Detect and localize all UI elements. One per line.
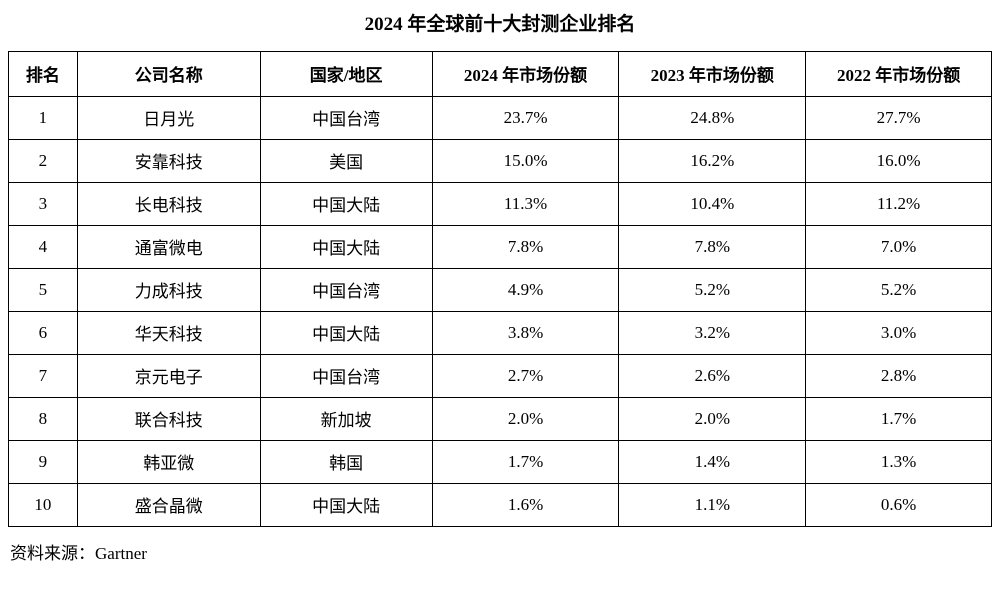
cell-share-2023: 1.4% bbox=[618, 439, 807, 484]
table-row: 3 长电科技 中国大陆 11.3% 10.4% 11.2% bbox=[8, 181, 992, 226]
table-row: 2 安靠科技 美国 15.0% 16.2% 16.0% bbox=[8, 138, 992, 183]
table-row: 4 通富微电 中国大陆 7.8% 7.8% 7.0% bbox=[8, 224, 992, 269]
table-row: 1 日月光 中国台湾 23.7% 24.8% 27.7% bbox=[8, 95, 992, 140]
cell-share-2024: 3.8% bbox=[431, 310, 620, 355]
cell-share-2022: 0.6% bbox=[805, 482, 992, 527]
cell-region: 美国 bbox=[259, 138, 433, 183]
cell-share-2024: 11.3% bbox=[431, 181, 620, 226]
cell-share-2022: 11.2% bbox=[805, 181, 992, 226]
cell-share-2023: 16.2% bbox=[618, 138, 807, 183]
cell-region: 中国台湾 bbox=[259, 95, 433, 140]
cell-rank: 3 bbox=[8, 181, 78, 226]
cell-share-2023: 1.1% bbox=[618, 482, 807, 527]
table-row: 8 联合科技 新加坡 2.0% 2.0% 1.7% bbox=[8, 396, 992, 441]
cell-share-2023: 7.8% bbox=[618, 224, 807, 269]
cell-share-2022: 7.0% bbox=[805, 224, 992, 269]
source-note: 资料来源：Gartner bbox=[10, 543, 147, 563]
header-cell-company: 公司名称 bbox=[76, 50, 261, 97]
cell-region: 新加坡 bbox=[259, 396, 433, 441]
cell-share-2024: 7.8% bbox=[431, 224, 620, 269]
cell-share-2022: 5.2% bbox=[805, 267, 992, 312]
cell-share-2023: 2.0% bbox=[618, 396, 807, 441]
header-cell-share-2024: 2024 年市场份额 bbox=[431, 50, 620, 97]
cell-share-2023: 2.6% bbox=[618, 353, 807, 398]
header-cell-share-2022: 2022 年市场份额 bbox=[805, 50, 992, 97]
cell-rank: 2 bbox=[8, 138, 78, 183]
ranking-table: 排名 公司名称 国家/地区 2024 年市场份额 2023 年市场份额 2022… bbox=[8, 50, 992, 527]
cell-share-2022: 2.8% bbox=[805, 353, 992, 398]
cell-region: 中国大陆 bbox=[259, 181, 433, 226]
table-row: 6 华天科技 中国大陆 3.8% 3.2% 3.0% bbox=[8, 310, 992, 355]
cell-share-2024: 2.0% bbox=[431, 396, 620, 441]
cell-rank: 1 bbox=[8, 95, 78, 140]
cell-share-2023: 3.2% bbox=[618, 310, 807, 355]
cell-company: 力成科技 bbox=[76, 267, 261, 312]
cell-company: 华天科技 bbox=[76, 310, 261, 355]
header-row: 排名 公司名称 国家/地区 2024 年市场份额 2023 年市场份额 2022… bbox=[8, 50, 992, 97]
cell-rank: 5 bbox=[8, 267, 78, 312]
cell-share-2022: 27.7% bbox=[805, 95, 992, 140]
cell-rank: 9 bbox=[8, 439, 78, 484]
cell-region: 中国台湾 bbox=[259, 353, 433, 398]
cell-rank: 7 bbox=[8, 353, 78, 398]
cell-share-2022: 16.0% bbox=[805, 138, 992, 183]
table-row: 10 盛合晶微 中国大陆 1.6% 1.1% 0.6% bbox=[8, 482, 992, 527]
cell-region: 韩国 bbox=[259, 439, 433, 484]
cell-rank: 8 bbox=[8, 396, 78, 441]
cell-rank: 6 bbox=[8, 310, 78, 355]
cell-share-2023: 10.4% bbox=[618, 181, 807, 226]
cell-company: 日月光 bbox=[76, 95, 261, 140]
header-cell-region: 国家/地区 bbox=[259, 50, 433, 97]
cell-share-2023: 5.2% bbox=[618, 267, 807, 312]
table-row: 5 力成科技 中国台湾 4.9% 5.2% 5.2% bbox=[8, 267, 992, 312]
cell-company: 联合科技 bbox=[76, 396, 261, 441]
cell-region: 中国大陆 bbox=[259, 310, 433, 355]
cell-company: 盛合晶微 bbox=[76, 482, 261, 527]
table-row: 7 京元电子 中国台湾 2.7% 2.6% 2.8% bbox=[8, 353, 992, 398]
cell-share-2024: 4.9% bbox=[431, 267, 620, 312]
cell-rank: 4 bbox=[8, 224, 78, 269]
header-cell-share-2023: 2023 年市场份额 bbox=[618, 50, 807, 97]
cell-company: 安靠科技 bbox=[76, 138, 261, 183]
cell-share-2024: 1.7% bbox=[431, 439, 620, 484]
cell-company: 通富微电 bbox=[76, 224, 261, 269]
cell-share-2023: 24.8% bbox=[618, 95, 807, 140]
cell-company: 长电科技 bbox=[76, 181, 261, 226]
page-title: 2024 年全球前十大封测企业排名 bbox=[364, 14, 636, 35]
table-row: 9 韩亚微 韩国 1.7% 1.4% 1.3% bbox=[8, 439, 992, 484]
cell-company: 京元电子 bbox=[76, 353, 261, 398]
cell-rank: 10 bbox=[8, 482, 78, 527]
cell-share-2024: 23.7% bbox=[431, 95, 620, 140]
cell-share-2022: 1.7% bbox=[805, 396, 992, 441]
cell-region: 中国台湾 bbox=[259, 267, 433, 312]
cell-share-2024: 2.7% bbox=[431, 353, 620, 398]
cell-share-2024: 15.0% bbox=[431, 138, 620, 183]
header-cell-rank: 排名 bbox=[8, 50, 78, 97]
cell-region: 中国大陆 bbox=[259, 482, 433, 527]
cell-company: 韩亚微 bbox=[76, 439, 261, 484]
cell-share-2022: 1.3% bbox=[805, 439, 992, 484]
cell-region: 中国大陆 bbox=[259, 224, 433, 269]
cell-share-2024: 1.6% bbox=[431, 482, 620, 527]
cell-share-2022: 3.0% bbox=[805, 310, 992, 355]
